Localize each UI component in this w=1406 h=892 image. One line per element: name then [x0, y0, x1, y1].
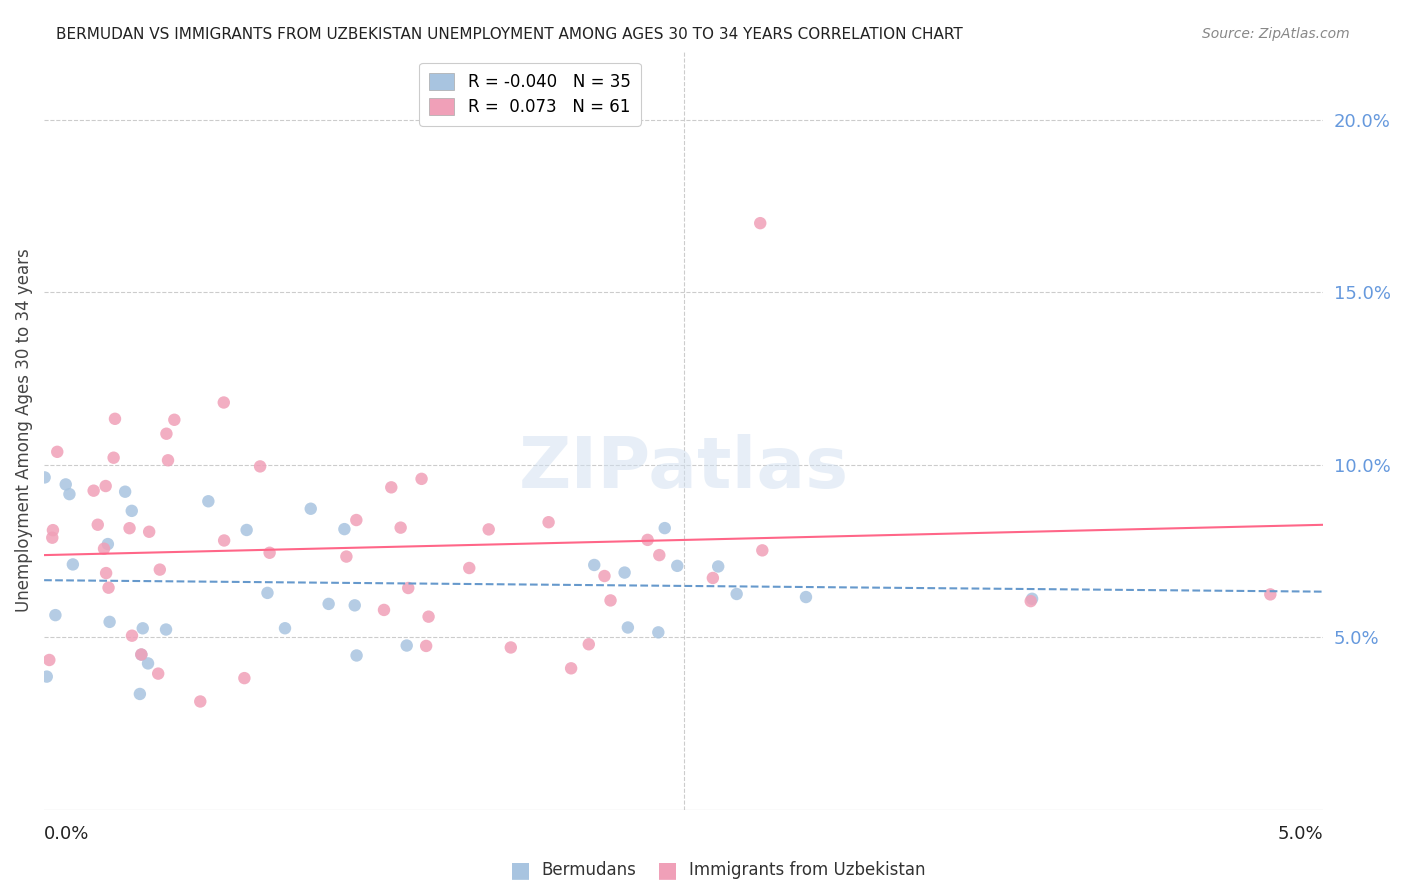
Point [114, 484, 136, 499]
Point [478, 522, 501, 536]
Point [617, 620, 640, 634]
Y-axis label: Unemployment Among Ages 30 to 34 years: Unemployment Among Ages 30 to 34 years [15, 248, 32, 612]
Point [411, 472, 433, 486]
Point [131, 648, 153, 662]
Point [583, 558, 606, 572]
Point [794, 590, 817, 604]
Point [299, 501, 322, 516]
Point [395, 639, 418, 653]
Point [155, 426, 177, 441]
Point [163, 413, 186, 427]
Point [458, 561, 481, 575]
Text: 5.0%: 5.0% [1277, 825, 1323, 843]
Point [41, 531, 63, 545]
Point [136, 657, 159, 671]
Point [103, 450, 125, 465]
Point [274, 621, 297, 635]
Point [118, 521, 141, 535]
Point [83, 483, 105, 498]
Point [333, 522, 356, 536]
Point [233, 671, 256, 685]
Point [1019, 594, 1042, 608]
Text: Immigrants from Uzbekistan: Immigrants from Uzbekistan [689, 861, 925, 879]
Point [138, 524, 160, 539]
Text: ZIPatlas: ZIPatlas [519, 434, 849, 502]
Point [593, 569, 616, 583]
Point [121, 629, 143, 643]
Point [149, 563, 172, 577]
Point [34, 470, 56, 484]
Text: Source: ZipAtlas.com: Source: ZipAtlas.com [1202, 27, 1350, 41]
Point [235, 523, 257, 537]
Text: BERMUDAN VS IMMIGRANTS FROM UZBEKISTAN UNEMPLOYMENT AMONG AGES 30 TO 34 YEARS CO: BERMUDAN VS IMMIGRANTS FROM UZBEKISTAN U… [56, 27, 963, 42]
Point [259, 546, 281, 560]
Point [121, 504, 143, 518]
Point [613, 566, 636, 580]
Point [318, 597, 340, 611]
Point [389, 521, 412, 535]
Point [97, 537, 120, 551]
Point [1260, 587, 1282, 601]
Point [335, 549, 357, 564]
Point [537, 515, 560, 529]
Point [415, 639, 437, 653]
Point [55, 477, 77, 491]
Point [93, 541, 115, 556]
Point [197, 494, 219, 508]
Point [46, 445, 69, 459]
Point [42, 523, 65, 537]
Point [346, 648, 368, 663]
Point [707, 559, 730, 574]
Point [104, 412, 127, 426]
Point [1021, 591, 1043, 606]
Point [647, 625, 669, 640]
Point [256, 586, 278, 600]
Text: ■: ■ [658, 860, 678, 880]
Point [751, 543, 773, 558]
Point [131, 648, 153, 662]
Point [148, 666, 170, 681]
Point [396, 581, 419, 595]
Point [38, 653, 60, 667]
Point [155, 623, 177, 637]
Point [87, 517, 110, 532]
Point [637, 533, 659, 547]
Point [94, 479, 117, 493]
Point [373, 603, 395, 617]
Point [343, 599, 366, 613]
Point [98, 615, 121, 629]
Point [344, 513, 367, 527]
Point [97, 581, 120, 595]
Point [128, 687, 150, 701]
Point [132, 621, 155, 635]
Point [94, 566, 117, 580]
Point [702, 571, 724, 585]
Point [212, 395, 235, 409]
Point [749, 216, 772, 230]
Text: ■: ■ [510, 860, 530, 880]
Text: 0.0%: 0.0% [44, 825, 90, 843]
Point [44, 608, 66, 623]
Point [499, 640, 522, 655]
Point [188, 694, 211, 708]
Point [212, 533, 235, 548]
Point [249, 459, 271, 474]
Point [58, 487, 80, 501]
Point [418, 609, 440, 624]
Legend: R = -0.040   N = 35, R =  0.073   N = 61: R = -0.040 N = 35, R = 0.073 N = 61 [419, 62, 641, 126]
Text: Bermudans: Bermudans [541, 861, 636, 879]
Point [648, 548, 671, 562]
Point [380, 480, 402, 494]
Point [560, 661, 582, 675]
Point [156, 453, 179, 467]
Point [578, 637, 600, 651]
Point [35, 670, 58, 684]
Point [654, 521, 676, 535]
Point [666, 558, 689, 573]
Point [725, 587, 748, 601]
Point [62, 558, 84, 572]
Point [599, 593, 621, 607]
